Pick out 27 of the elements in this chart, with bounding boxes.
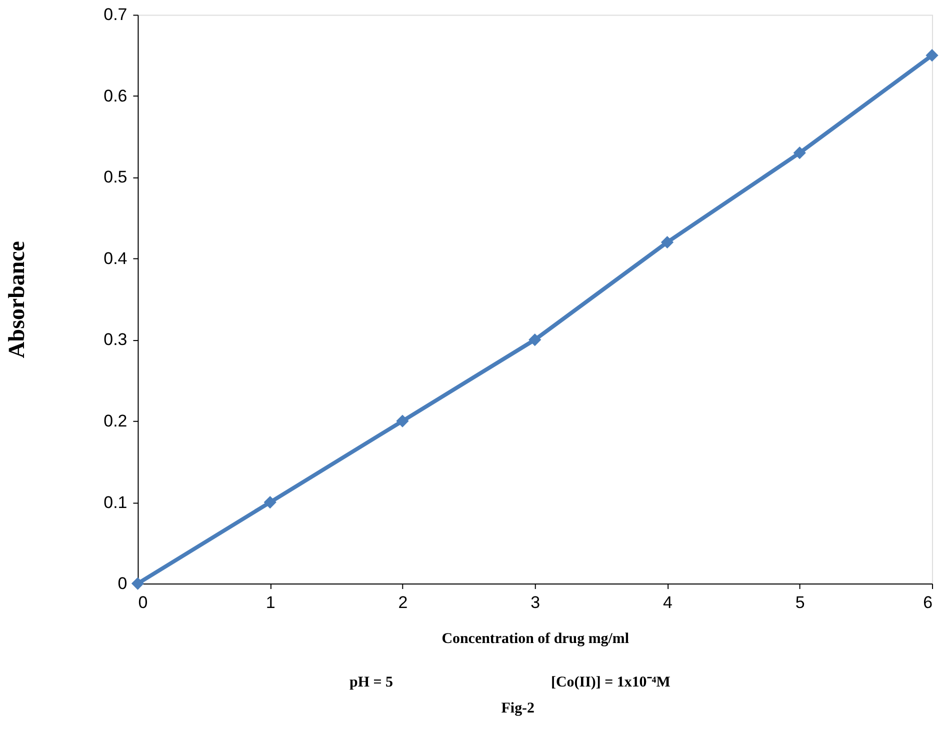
y-tick-label: 0 bbox=[118, 574, 128, 594]
x-tick-label: 6 bbox=[923, 592, 933, 612]
x-tick-label: 3 bbox=[530, 592, 540, 612]
y-tick-label: 0.2 bbox=[104, 412, 128, 431]
point bbox=[131, 577, 144, 590]
y-tick-label: 0.3 bbox=[104, 330, 128, 350]
y-tick-label: 0.7 bbox=[104, 5, 128, 24]
y-tick-label: 0.5 bbox=[104, 168, 128, 187]
y-tick-label: 0.4 bbox=[104, 248, 128, 268]
point bbox=[264, 496, 276, 509]
x-axis-title: Concentration of drug mg/ml bbox=[442, 630, 630, 647]
text: pH = 5 bbox=[350, 674, 393, 690]
point bbox=[528, 333, 542, 346]
x-tick-label: 2 bbox=[398, 592, 408, 612]
x-tick-label: 5 bbox=[795, 592, 805, 612]
point bbox=[396, 414, 409, 428]
x-tick-label: 0 bbox=[138, 592, 148, 612]
y-tick-label: 0.1 bbox=[104, 492, 128, 512]
x-tick-label: 4 bbox=[663, 592, 672, 612]
x-tick-label: 1 bbox=[266, 592, 276, 612]
y-axis-title: Absorbance bbox=[4, 241, 29, 358]
text: [Co(II)] = 1x10⁻⁴M bbox=[551, 674, 670, 690]
text: Fig-2 bbox=[501, 700, 535, 716]
point bbox=[793, 146, 806, 160]
point bbox=[660, 236, 674, 249]
y-tick-label: 0.6 bbox=[104, 86, 128, 106]
point bbox=[926, 49, 938, 62]
